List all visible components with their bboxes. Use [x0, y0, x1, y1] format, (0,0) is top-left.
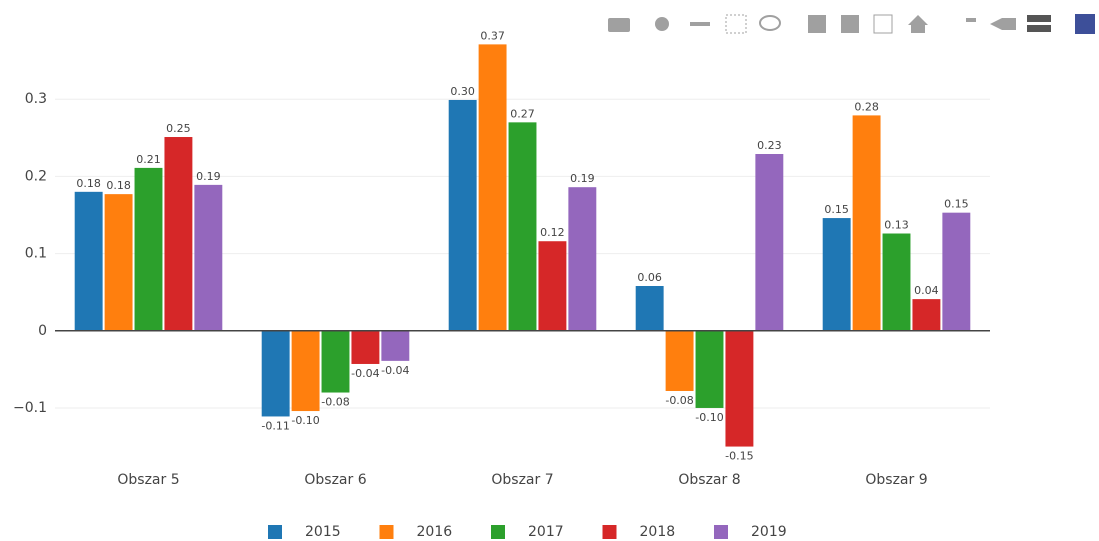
bar — [291, 330, 320, 412]
data-label: 0.13 — [884, 219, 909, 232]
data-label: -0.10 — [695, 411, 723, 424]
legend-label: 2016 — [417, 524, 453, 540]
reset-icon[interactable] — [908, 15, 928, 33]
bar — [665, 330, 694, 391]
bar — [852, 115, 881, 331]
x-tick-label: Obszar 6 — [304, 472, 366, 488]
data-label: 0.15 — [944, 198, 969, 211]
data-label: 0.04 — [914, 284, 939, 297]
data-label: -0.08 — [665, 394, 693, 407]
legend-label: 2017 — [528, 524, 564, 540]
bar — [381, 330, 410, 361]
x-tick-label: Obszar 5 — [117, 472, 179, 488]
data-label: 0.19 — [570, 172, 595, 185]
bar — [261, 330, 290, 417]
y-tick-label: 0 — [38, 323, 47, 339]
data-label: 0.30 — [450, 85, 475, 98]
data-label: 0.15 — [824, 203, 849, 216]
bar — [942, 212, 971, 331]
bar — [351, 330, 380, 364]
bar — [508, 122, 537, 331]
bar — [164, 137, 193, 331]
data-label: 0.19 — [196, 170, 221, 183]
x-tick-label: Obszar 8 — [678, 472, 740, 488]
data-label: -0.08 — [321, 396, 349, 409]
x-tick-label: Obszar 9 — [865, 472, 927, 488]
data-label: -0.04 — [381, 364, 409, 377]
pan-icon[interactable] — [690, 22, 710, 26]
data-label: -0.04 — [351, 367, 379, 380]
data-label: 0.27 — [510, 107, 535, 120]
data-label: 0.37 — [480, 29, 505, 42]
legend-swatch — [714, 525, 728, 539]
data-label: 0.25 — [166, 122, 191, 135]
data-label: 0.06 — [637, 271, 662, 284]
legend-label: 2015 — [305, 524, 341, 540]
legend-swatch — [379, 525, 394, 539]
legend-swatch — [491, 525, 505, 539]
data-label: 0.21 — [136, 153, 161, 166]
bar — [822, 218, 851, 331]
bar — [448, 99, 477, 331]
legend-swatch — [602, 525, 617, 539]
zoom-out-icon[interactable] — [841, 15, 859, 33]
y-tick-label: 0.2 — [25, 168, 47, 184]
hover-compare-icon[interactable] — [1027, 25, 1051, 32]
data-label: 0.23 — [757, 139, 782, 152]
bar — [912, 299, 941, 331]
plotly-logo[interactable] — [1075, 14, 1095, 34]
y-tick-label: −0.1 — [13, 400, 47, 416]
data-label: -0.11 — [261, 419, 289, 432]
bar — [695, 330, 724, 408]
legend-label: 2018 — [640, 524, 676, 540]
camera-icon[interactable] — [608, 18, 630, 32]
y-tick-label: 0.3 — [25, 91, 47, 107]
lasso-icon[interactable] — [759, 15, 781, 31]
data-label: 0.28 — [854, 100, 879, 113]
zoom-in-icon[interactable] — [808, 15, 826, 33]
hover-compare-icon[interactable] — [1027, 15, 1051, 22]
bar — [74, 191, 103, 331]
data-label: 0.12 — [540, 226, 565, 239]
data-label: -0.15 — [725, 450, 753, 463]
bar — [538, 241, 567, 331]
bar — [134, 167, 163, 331]
modebar — [608, 14, 1095, 34]
legend-label: 2019 — [751, 524, 787, 540]
y-tick-label: 0.1 — [25, 246, 47, 262]
data-label: 0.18 — [106, 179, 131, 192]
bar — [725, 330, 754, 447]
bar — [568, 187, 597, 331]
data-label: 0.18 — [76, 177, 101, 190]
bar — [194, 184, 223, 331]
bar — [755, 154, 784, 331]
autoscale-icon[interactable] — [873, 14, 893, 34]
hover-closest-icon[interactable] — [990, 18, 1016, 30]
zoom-icon[interactable] — [655, 17, 669, 31]
bar — [104, 194, 133, 331]
bar — [635, 286, 664, 331]
data-label: -0.10 — [291, 414, 319, 427]
x-tick-label: Obszar 7 — [491, 472, 553, 488]
bar — [321, 330, 350, 393]
spike-icon[interactable] — [966, 18, 976, 22]
legend-swatch — [268, 525, 282, 539]
bar — [882, 233, 911, 331]
bar — [478, 44, 507, 331]
select-icon[interactable] — [725, 14, 747, 34]
